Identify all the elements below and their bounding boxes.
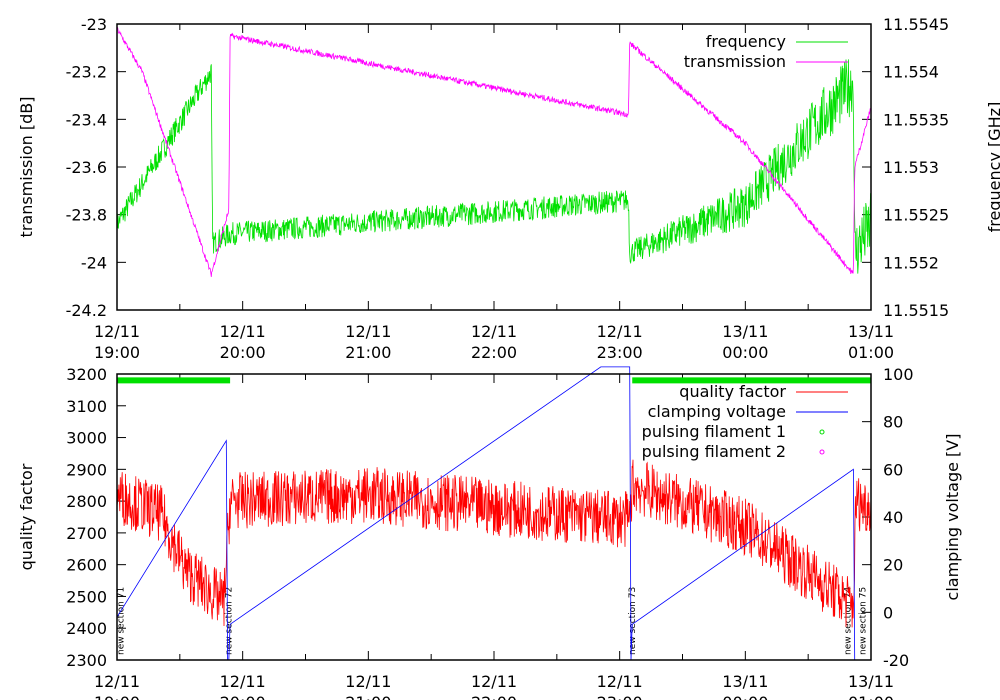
annotation-label: new section 74 <box>843 587 853 655</box>
annotation-label: new section 71 <box>117 587 127 655</box>
x-tick-label-time: 23:00 <box>597 343 643 362</box>
series-line-transmission <box>116 27 872 277</box>
x-tick-label-date: 12/11 <box>597 322 643 341</box>
legend-swatch-pulsing-filament-2 <box>819 449 825 455</box>
y2-tick-label: 0 <box>883 603 893 622</box>
y2-tick-label: 11.5535 <box>883 110 949 129</box>
y-axis-label: quality factor <box>17 463 36 570</box>
y-tick-label: 2700 <box>66 524 107 543</box>
y-tick-label: 3000 <box>66 429 107 448</box>
x-tick-label-time: 21:00 <box>345 343 391 362</box>
y-tick-label: -23.6 <box>66 158 107 177</box>
x-tick-label-date: 12/11 <box>345 322 391 341</box>
y-tick-label: 2500 <box>66 587 107 606</box>
x-tick-label-time: 01:00 <box>848 693 894 700</box>
y-tick-label: -24 <box>81 253 107 272</box>
y2-tick-label: -20 <box>883 651 909 670</box>
y2-axis-label: clamping voltage [V] <box>943 434 962 601</box>
y2-axis-label: frequency [GHz] <box>985 102 1000 233</box>
y2-tick-label: 11.5525 <box>883 206 949 225</box>
x-tick-label-time: 00:00 <box>722 693 768 700</box>
legend-label-pulsing-filament-1: pulsing filament 1 <box>642 422 786 441</box>
y2-tick-label: 80 <box>883 413 903 432</box>
y-tick-label: -23 <box>81 15 107 34</box>
y-tick-label: -23.2 <box>66 63 107 82</box>
y-tick-label: 3100 <box>66 397 107 416</box>
plot-frame <box>116 373 872 661</box>
series-line-clamping-voltage <box>116 366 856 661</box>
x-tick-label-date: 12/11 <box>345 672 391 691</box>
y-tick-label: 2400 <box>66 619 107 638</box>
legend-label-quality-factor: quality factor <box>679 382 786 401</box>
y2-tick-label: 11.554 <box>883 63 939 82</box>
x-tick-label-date: 13/11 <box>848 322 894 341</box>
annotation-label: new section 75 <box>858 587 868 655</box>
x-tick-label-date: 12/11 <box>471 672 517 691</box>
legend-label-frequency: frequency <box>706 32 786 51</box>
x-tick-label-time: 22:00 <box>471 693 517 700</box>
legend-swatch-pulsing-filament-1 <box>819 429 825 435</box>
series-line-quality-factor <box>116 459 872 628</box>
y-tick-label: 2800 <box>66 492 107 511</box>
y2-tick-label: 11.5545 <box>883 15 949 34</box>
x-tick-label-date: 13/11 <box>722 672 768 691</box>
annotation-label: new section 72 <box>225 587 235 655</box>
y-axis-label: transmission [dB] <box>17 97 36 238</box>
legend-label-transmission: transmission <box>684 52 786 71</box>
y2-tick-label: 11.5515 <box>883 301 949 320</box>
plot-frame <box>116 23 872 311</box>
legend-label-clamping-voltage: clamping voltage <box>648 402 786 421</box>
y2-tick-label: 11.552 <box>883 253 939 272</box>
x-tick-label-time: 21:00 <box>345 693 391 700</box>
y2-tick-label: 40 <box>883 508 903 527</box>
x-tick-label-time: 20:00 <box>220 343 266 362</box>
x-tick-label-time: 20:00 <box>220 693 266 700</box>
y2-tick-label: 20 <box>883 556 903 575</box>
y-tick-label: -23.8 <box>66 206 107 225</box>
annotation-label: new section 73 <box>628 587 638 655</box>
y2-tick-label: 60 <box>883 460 903 479</box>
y-tick-label: -24.2 <box>66 301 107 320</box>
x-tick-label-date: 13/11 <box>848 672 894 691</box>
x-tick-label-date: 12/11 <box>220 672 266 691</box>
series-line-frequency <box>116 59 872 274</box>
y-tick-label: 2600 <box>66 556 107 575</box>
y-tick-label: 2900 <box>66 460 107 479</box>
x-tick-label-date: 12/11 <box>94 322 140 341</box>
y-tick-label: -23.4 <box>66 110 107 129</box>
x-tick-label-time: 19:00 <box>94 693 140 700</box>
x-tick-label-time: 19:00 <box>94 343 140 362</box>
legend-label-pulsing-filament-2: pulsing filament 2 <box>642 442 786 461</box>
x-tick-label-date: 12/11 <box>597 672 643 691</box>
x-tick-label-time: 01:00 <box>848 343 894 362</box>
y-tick-label: 3200 <box>66 365 107 384</box>
x-tick-label-date: 12/11 <box>94 672 140 691</box>
x-tick-label-date: 13/11 <box>722 322 768 341</box>
y-tick-label: 2300 <box>66 651 107 670</box>
x-tick-label-date: 12/11 <box>220 322 266 341</box>
x-tick-label-time: 23:00 <box>597 693 643 700</box>
x-tick-label-time: 22:00 <box>471 343 517 362</box>
y2-tick-label: 100 <box>883 365 914 384</box>
y2-tick-label: 11.553 <box>883 158 939 177</box>
x-tick-label-time: 00:00 <box>722 343 768 362</box>
x-tick-label-date: 12/11 <box>471 322 517 341</box>
